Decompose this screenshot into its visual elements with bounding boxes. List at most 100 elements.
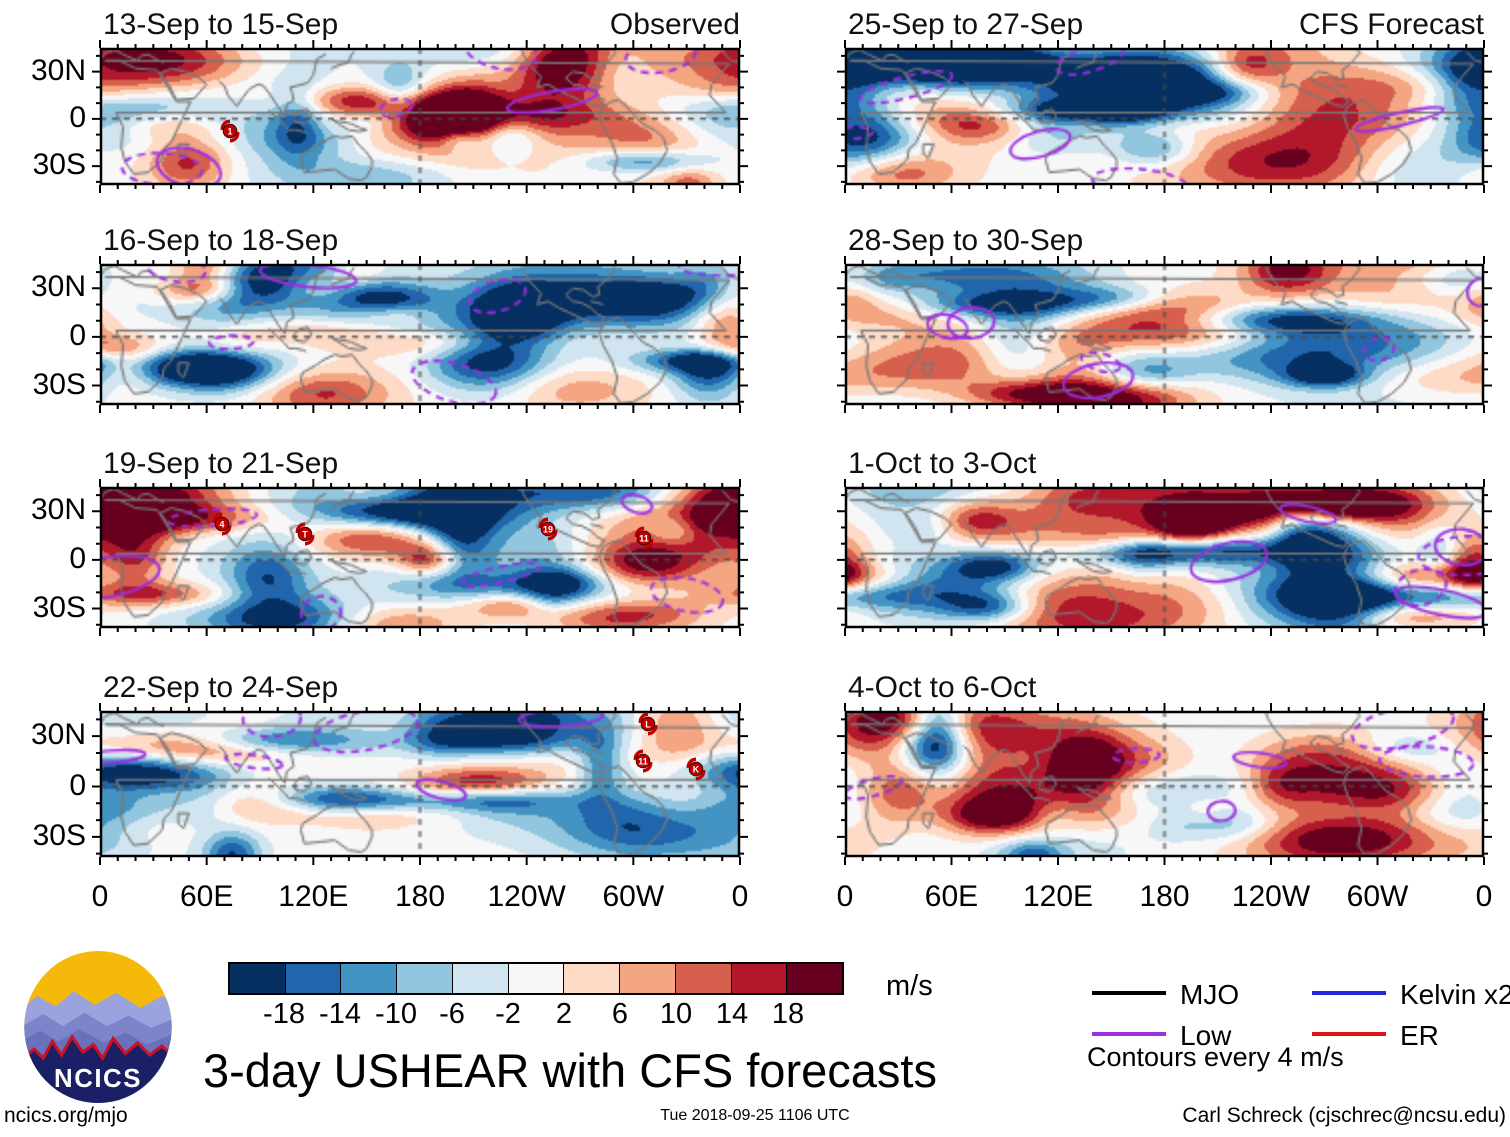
legend-note: Contours every 4 m/s [1087, 1042, 1344, 1072]
legend-label: Low [1180, 1020, 1232, 1051]
lat-tick-label: 30S [32, 367, 86, 401]
lon-tick-label: 180 [1139, 880, 1190, 913]
shear-anomaly-field [845, 487, 1484, 628]
lat-tick-label: 30N [30, 270, 86, 304]
panel-title: 25-Sep to 27-Sep [848, 8, 1084, 41]
logo-text: NCICS [54, 1065, 142, 1093]
ncics-logo: NCICS [24, 951, 172, 1103]
column-corner-label: Observed [609, 8, 740, 41]
legend-line-er [1312, 1032, 1386, 1036]
shear-anomaly-field [100, 487, 740, 628]
colorbar-tick-label: -18 [263, 998, 305, 1030]
colorbar-tick-label: -10 [375, 998, 417, 1030]
lat-tick-label: 0 [69, 100, 86, 134]
colorbar-segment [451, 964, 508, 993]
tropical-cyclone-marker: 11 [632, 748, 654, 774]
lon-tick-label: 60W [602, 880, 665, 913]
lon-tick-label: 0 [1475, 880, 1493, 913]
panel-frame-ticks [837, 479, 1492, 636]
panel-frame-ticks [837, 703, 1492, 865]
shear-anomaly-field [100, 48, 740, 185]
panel-title: 1-Oct to 3-Oct [848, 447, 1037, 480]
colorbar-tick-label: -2 [495, 998, 521, 1030]
svg-text:4: 4 [219, 519, 224, 529]
lon-tick-label: 180 [394, 880, 446, 913]
lat-tick-label: 0 [69, 318, 86, 352]
colorbar [228, 962, 844, 995]
panel-title: 4-Oct to 6-Oct [848, 671, 1037, 704]
legend-line-mjo [1092, 991, 1166, 995]
legend-label: MJO [1180, 979, 1240, 1010]
colorbar-segment [230, 964, 285, 993]
legend-line-low [1092, 1032, 1166, 1036]
lon-tick-label: 60E [179, 880, 234, 913]
units-label: m/s [886, 970, 933, 1002]
panel-frame-ticks [837, 256, 1492, 413]
colorbar-tick-label: -14 [319, 998, 361, 1030]
lat-tick-label: 0 [69, 768, 86, 802]
colorbar-segment [674, 964, 731, 993]
panel-title: 16-Sep to 18-Sep [103, 224, 339, 257]
colorbar-segment [396, 964, 452, 993]
lon-tick-label: 0 [731, 880, 749, 913]
map-panel [837, 40, 1492, 193]
tropical-cyclone-marker: K [685, 756, 707, 782]
panel-frame-ticks [92, 40, 748, 193]
svg-text:1: 1 [227, 126, 232, 136]
shear-anomaly-field [845, 711, 1484, 857]
lon-tick-label: 0 [91, 880, 109, 913]
svg-text:11: 11 [638, 756, 647, 766]
tropical-cyclone-marker: 1 [219, 118, 241, 144]
panel-frame-ticks [92, 256, 748, 413]
map-panel [837, 256, 1492, 413]
colorbar-segment [563, 964, 620, 993]
svg-text:L: L [645, 720, 651, 730]
map-panel [92, 256, 748, 413]
lon-tick-label: 120E [1022, 880, 1094, 913]
tropical-cyclone-marker: T [294, 521, 316, 547]
panel-frame-ticks [92, 479, 748, 636]
svg-text:K: K [693, 765, 700, 775]
svg-text:11: 11 [639, 533, 648, 543]
logo-red-ridge [24, 1034, 172, 1062]
colorbar-segment [786, 964, 843, 993]
colorbar-tick-label: 10 [659, 998, 693, 1030]
shear-anomaly-field [100, 711, 740, 857]
tropical-cyclone-marker: 19 [537, 516, 559, 542]
panel-title: 19-Sep to 21-Sep [103, 447, 339, 480]
lon-tick-label: 120E [278, 880, 349, 913]
colorbar-tick-label: 14 [715, 998, 749, 1030]
lat-tick-label: 30S [32, 590, 86, 624]
colorbar-segment [730, 964, 787, 993]
map-panel: L 11 K [92, 703, 748, 865]
footer-timestamp: Tue 2018-09-25 1106 UTC [660, 1107, 850, 1124]
colorbar-tick-label: 6 [611, 998, 629, 1030]
shear-anomaly-field [845, 48, 1484, 185]
legend-label: Kelvin x2 [1400, 979, 1510, 1010]
panel-title: 22-Sep to 24-Sep [103, 671, 339, 704]
svg-text:T: T [302, 529, 308, 539]
svg-text:19: 19 [543, 525, 553, 535]
map-panel: 1 [92, 40, 748, 193]
lon-tick-label: 120W [487, 880, 566, 913]
map-panel [837, 703, 1492, 865]
colorbar-tick-label: 18 [771, 998, 805, 1030]
colorbar-tick-label: -6 [439, 998, 465, 1030]
lat-tick-label: 30N [30, 53, 86, 87]
colorbar-tick-label: 2 [555, 998, 573, 1030]
tropical-cyclone-marker: 4 [211, 511, 233, 537]
colorbar-segment [284, 964, 341, 993]
footer-credit: Carl Schreck (cjschrec@ncsu.edu) [1182, 1104, 1506, 1127]
shear-anomaly-field [100, 264, 740, 405]
legend-label: ER [1400, 1020, 1439, 1051]
legend-line-kelvin-x2 [1312, 991, 1386, 995]
colorbar-segment [619, 964, 675, 993]
lat-tick-label: 30S [32, 818, 86, 852]
colorbar-segment [507, 964, 564, 993]
tropical-cyclone-marker: 11 [633, 525, 655, 551]
figure-title: 3-day USHEAR with CFS forecasts [203, 1044, 937, 1097]
lat-tick-label: 0 [69, 541, 86, 575]
lat-tick-label: 30N [30, 493, 86, 527]
lon-tick-label: 60W [1346, 880, 1409, 913]
